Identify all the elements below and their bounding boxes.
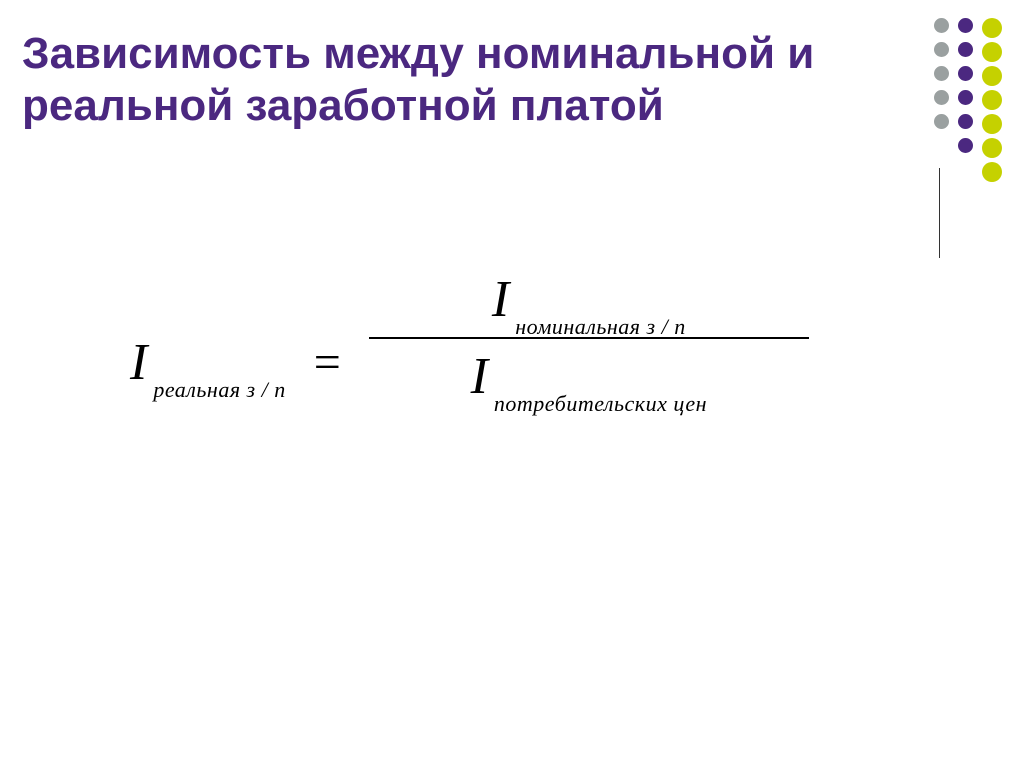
decorative-dots	[934, 16, 1006, 188]
numerator-subscript: номинальная з / п	[515, 314, 685, 340]
vertical-divider	[939, 168, 940, 258]
left-symbol: I	[130, 333, 147, 392]
slide-title: Зависимость между номинальной и реальной…	[22, 28, 882, 132]
formula-row: I реальная з / п = I номинальная з / п I…	[130, 270, 870, 406]
denominator-symbol: I	[471, 347, 488, 406]
equals-sign: =	[314, 335, 341, 390]
denominator-subscript: потребительских цен	[494, 391, 707, 417]
fraction-denominator: I потребительских цен	[471, 345, 708, 406]
numerator-symbol: I	[492, 270, 509, 329]
formula-container: I реальная з / п = I номинальная з / п I…	[130, 270, 870, 406]
left-subscript: реальная з / п	[153, 377, 285, 403]
formula-left-term: I реальная з / п	[130, 333, 286, 392]
fraction-numerator: I номинальная з / п	[492, 270, 686, 331]
formula-fraction: I номинальная з / п I потребительских це…	[369, 270, 809, 406]
